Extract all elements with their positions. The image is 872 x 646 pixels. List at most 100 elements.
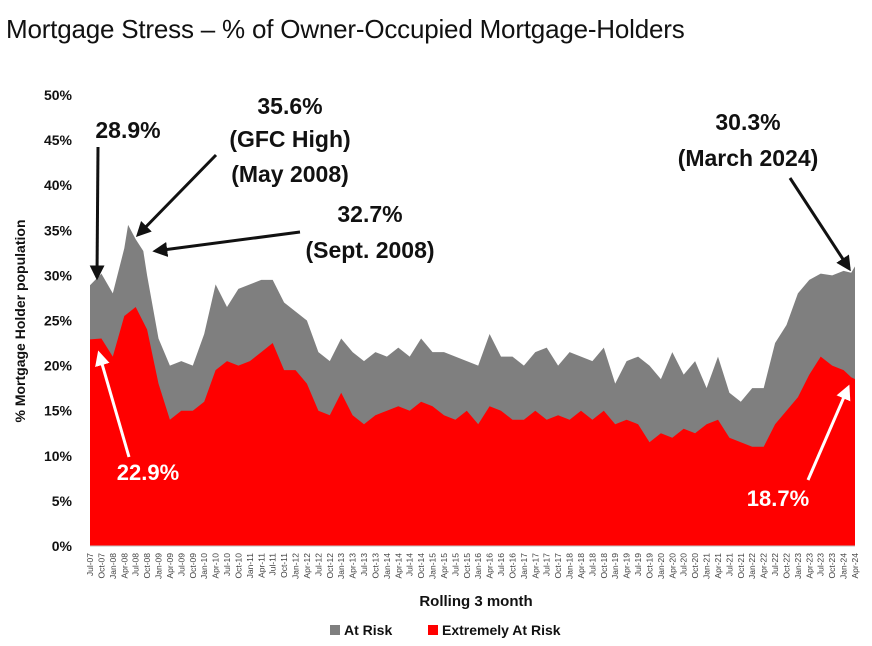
annotation-label: 32.7% bbox=[337, 201, 402, 227]
x-tick-label: Jan-14 bbox=[382, 553, 392, 579]
annotation-arrow bbox=[152, 230, 301, 257]
x-tick-label: Oct-13 bbox=[370, 553, 380, 579]
x-tick-label: Apr-08 bbox=[119, 553, 129, 579]
legend-label: Extremely At Risk bbox=[442, 622, 561, 638]
x-tick-label: Apr-21 bbox=[713, 553, 723, 579]
x-tick-label: Jul-16 bbox=[496, 553, 506, 576]
annotation-arrow bbox=[788, 177, 851, 272]
x-tick-label: Apr-20 bbox=[667, 553, 677, 579]
x-tick-label: Jan-21 bbox=[702, 553, 712, 579]
x-tick-label: Apr-18 bbox=[576, 553, 586, 579]
annotation-label: 18.7% bbox=[747, 486, 809, 511]
x-tick-label: Oct-15 bbox=[462, 553, 472, 579]
annotation-label: 28.9% bbox=[95, 117, 160, 143]
y-tick-label: 10% bbox=[44, 448, 73, 464]
annotation-label: 22.9% bbox=[117, 460, 179, 485]
legend-swatch bbox=[330, 625, 340, 635]
x-tick-label: Oct-11 bbox=[279, 553, 289, 578]
legend-label: At Risk bbox=[344, 622, 392, 638]
x-tick-label: Jul-13 bbox=[359, 553, 369, 576]
x-tick-label: Jul-11 bbox=[268, 553, 278, 576]
y-tick-label: 15% bbox=[44, 403, 73, 419]
chart-areas bbox=[90, 224, 855, 546]
x-tick-label: Jul-23 bbox=[816, 553, 826, 576]
x-tick-label: Jan-19 bbox=[610, 553, 620, 579]
x-tick-label: Apr-16 bbox=[485, 553, 495, 579]
x-tick-label: Jul-07 bbox=[85, 553, 95, 576]
x-tick-label: Jan-12 bbox=[291, 553, 301, 579]
annotation-label: 30.3% bbox=[715, 109, 780, 135]
x-tick-label: Jan-18 bbox=[565, 553, 575, 579]
x-tick-label: Oct-14 bbox=[416, 553, 426, 579]
x-tick-label: Oct-18 bbox=[599, 553, 609, 579]
x-tick-label: Jul-08 bbox=[131, 553, 141, 576]
y-tick-label: 45% bbox=[44, 132, 73, 148]
x-axis: Jul-07 Oct-07 Jan-08 Apr-08 Jul-08 Oct-08 Jan-… bbox=[85, 545, 860, 579]
y-tick-label: 5% bbox=[52, 493, 73, 509]
x-tick-label: Apr-17 bbox=[530, 553, 540, 579]
y-tick-label: 35% bbox=[44, 222, 73, 238]
x-tick-label: Jan-13 bbox=[336, 553, 346, 579]
x-tick-label: Apr-09 bbox=[165, 553, 175, 579]
x-tick-label: Jan-22 bbox=[747, 553, 757, 579]
x-tick-label: Jul-09 bbox=[176, 553, 186, 576]
x-tick-label: Oct-16 bbox=[508, 553, 518, 579]
y-tick-label: 40% bbox=[44, 177, 73, 193]
y-axis: 0% 5% 10% 15% 20% 25% 30% 35% 40% 45% 50% bbox=[44, 87, 73, 554]
x-axis-label: Rolling 3 month bbox=[419, 593, 532, 610]
annotation-label: (May 2008) bbox=[231, 161, 349, 187]
x-tick-label: Jul-14 bbox=[405, 553, 415, 576]
x-tick-label: Apr-15 bbox=[439, 553, 449, 579]
x-tick-label: Apr-23 bbox=[804, 553, 814, 579]
x-tick-label: Apr-13 bbox=[348, 553, 358, 579]
x-tick-label: Apr-11 bbox=[256, 553, 266, 578]
x-tick-label: Oct-22 bbox=[782, 553, 792, 579]
annotation-arrow bbox=[135, 153, 218, 238]
x-tick-label: Jan-09 bbox=[154, 553, 164, 579]
legend-swatch bbox=[428, 625, 438, 635]
x-tick-label: Jul-20 bbox=[679, 553, 689, 576]
y-tick-label: 50% bbox=[44, 87, 73, 103]
annotation-label: (Sept. 2008) bbox=[305, 237, 434, 263]
x-tick-label: Apr-14 bbox=[393, 553, 403, 579]
x-tick-label: Oct-10 bbox=[233, 553, 243, 579]
x-tick-label: Jan-20 bbox=[656, 553, 666, 579]
y-tick-label: 20% bbox=[44, 358, 73, 374]
x-tick-label: Jan-10 bbox=[199, 553, 209, 579]
x-tick-label: Oct-08 bbox=[142, 553, 152, 579]
x-tick-label: Jan-08 bbox=[108, 553, 118, 579]
x-tick-label: Oct-23 bbox=[827, 553, 837, 579]
x-tick-label: Jul-15 bbox=[450, 553, 460, 576]
series-area-extremely-at-risk bbox=[90, 307, 855, 546]
x-tick-label: Jan-16 bbox=[473, 553, 483, 579]
x-tick-label: Apr-24 bbox=[850, 553, 860, 579]
x-tick-label: Apr-10 bbox=[211, 553, 221, 579]
x-tick-label: Jul-19 bbox=[633, 553, 643, 576]
annotation-arrow bbox=[89, 146, 105, 281]
x-tick-label: Jan-11 bbox=[245, 553, 255, 579]
x-tick-label: Apr-19 bbox=[622, 553, 632, 579]
y-axis-label: % Mortgage Holder population bbox=[12, 220, 28, 423]
annotation-arrow bbox=[806, 384, 851, 481]
annotation-arrow bbox=[95, 350, 131, 458]
x-tick-label: Apr-22 bbox=[759, 553, 769, 579]
x-tick-label: Jul-21 bbox=[724, 553, 734, 576]
x-tick-label: Jan-15 bbox=[428, 553, 438, 579]
x-tick-label: Oct-07 bbox=[96, 553, 106, 579]
legend: At Risk Extremely At Risk bbox=[330, 622, 561, 638]
x-tick-label: Oct-17 bbox=[553, 553, 563, 579]
annotation-label: (GFC High) bbox=[229, 126, 350, 152]
x-tick-label: Jul-18 bbox=[587, 553, 597, 576]
page-title: Mortgage Stress – % of Owner-Occupied Mo… bbox=[6, 14, 685, 44]
x-tick-label: Jan-17 bbox=[519, 553, 529, 579]
y-tick-label: 0% bbox=[52, 538, 73, 554]
x-tick-label: Oct-21 bbox=[736, 553, 746, 579]
x-tick-label: Jan-24 bbox=[839, 553, 849, 579]
x-tick-label: Jul-22 bbox=[770, 553, 780, 576]
annotation-label: 35.6% bbox=[257, 93, 322, 119]
x-tick-label: Oct-19 bbox=[645, 553, 655, 579]
x-tick-label: Oct-20 bbox=[690, 553, 700, 579]
x-tick-label: Jul-12 bbox=[313, 553, 323, 576]
annotation-label: (March 2024) bbox=[678, 145, 819, 171]
